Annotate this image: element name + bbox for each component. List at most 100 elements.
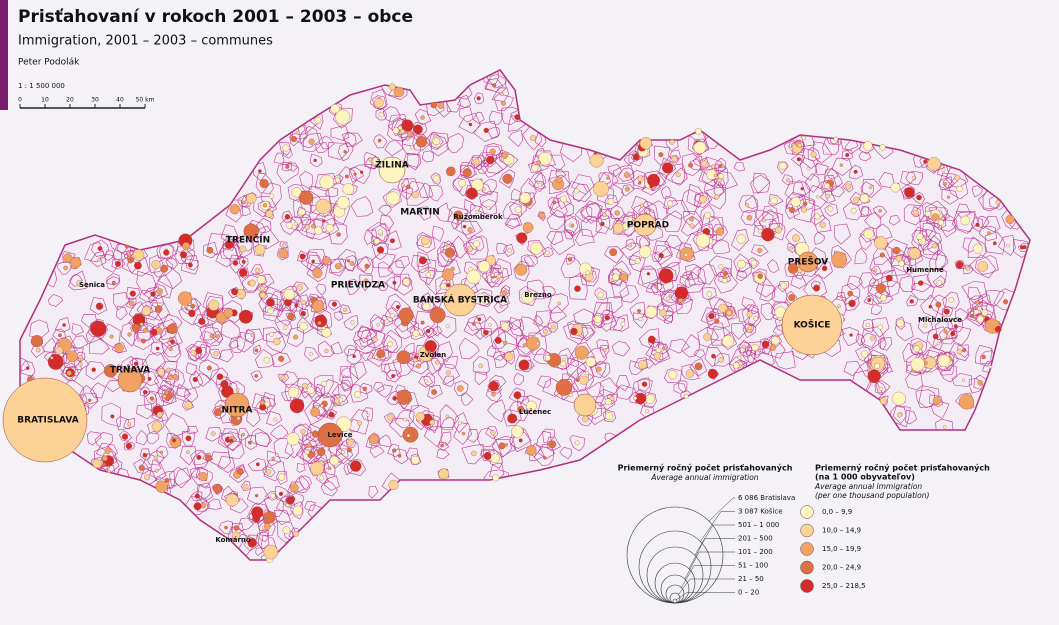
commune-symbol [263,511,276,524]
commune-symbol [322,219,326,223]
commune-symbol [923,159,928,164]
commune-boundary [680,215,704,237]
commune-symbol [501,322,510,331]
commune-boundary [568,275,588,300]
commune-symbol [133,361,139,366]
commune-boundary [209,348,222,360]
commune-symbol [981,309,989,317]
size-label: 501 – 1 000 [738,521,779,529]
commune-boundary [86,431,102,446]
commune-boundary [929,250,947,270]
commune-symbol [519,192,531,204]
commune-symbol [406,433,411,438]
commune-symbol [718,303,728,313]
commune-symbol [109,334,114,339]
commune-boundary [296,463,306,473]
commune-symbol [335,262,342,270]
size-label: 101 – 200 [738,548,773,556]
commune-boundary [143,286,160,302]
commune-symbol [389,238,395,244]
commune-boundary [315,283,327,296]
commune-symbol [110,414,115,419]
commune-symbol [388,83,396,91]
commune-symbol [194,493,200,499]
commune-symbol [607,198,615,205]
commune-symbol [722,270,728,276]
commune-boundary [215,245,240,268]
commune-symbol [867,369,881,383]
commune-symbol [200,502,207,509]
commune-boundary [563,323,584,345]
commune-boundary [149,459,167,481]
commune-boundary [932,338,943,351]
commune-boundary [619,285,640,303]
commune-symbol [376,349,386,359]
commune-boundary [363,151,377,169]
commune-symbol [653,352,661,360]
commune-symbol [700,160,708,168]
commune-boundary [371,344,390,361]
commune-boundary [346,279,361,295]
commune-boundary [653,240,673,258]
commune-boundary [596,339,610,351]
commune-symbol [290,136,297,143]
commune-symbol [531,164,539,172]
commune-symbol [316,447,326,457]
commune-symbol [647,173,660,187]
commune-boundary [155,365,166,378]
commune-boundary [360,351,374,361]
commune-boundary [329,258,346,274]
commune-symbol [845,183,852,190]
commune-symbol [646,272,651,276]
commune-boundary [509,400,530,422]
commune-boundary [760,302,776,321]
commune-symbol [400,183,405,188]
commune-boundary [370,444,385,458]
commune-symbol [879,144,886,151]
commune-symbol [1022,245,1027,250]
commune-symbol [965,266,970,271]
commune-symbol [503,341,508,346]
commune-symbol [63,253,73,263]
commune-symbol [349,261,355,266]
leader-line [684,551,735,580]
commune-boundary [659,290,679,307]
commune-boundary [869,254,895,274]
commune-symbol [198,317,206,325]
commune-symbol [306,442,312,448]
commune-symbol [350,320,355,325]
commune-symbol [574,285,581,292]
commune-boundary [879,337,893,351]
commune-boundary [606,393,618,405]
commune-symbol [970,313,975,319]
commune-boundary [777,281,790,293]
commune-symbol [647,335,656,344]
commune-symbol [315,198,331,215]
commune-symbol [66,350,78,362]
scale: 1 : 1 500 000 [18,82,65,90]
commune-symbol [483,329,489,336]
commune-boundary [20,357,30,372]
commune-boundary [417,232,433,248]
commune-symbol [638,317,643,322]
commune-boundary [467,428,480,443]
commune-boundary [609,204,626,219]
commune-symbol [121,433,129,440]
commune-boundary [440,431,452,446]
commune-boundary [616,384,634,400]
commune-symbol [695,127,702,135]
commune-symbol [457,385,464,392]
commune-boundary [502,201,522,220]
commune-symbol [66,370,72,376]
commune-boundary [446,132,465,154]
commune-symbol [606,176,610,180]
commune-symbol [538,212,546,219]
commune-symbol [76,279,82,286]
commune-symbol [924,210,931,217]
commune-symbol [513,391,522,400]
commune-boundary [708,255,733,277]
commune-symbol [706,291,713,297]
commune-symbol [741,344,746,349]
commune-boundary [618,214,638,238]
commune-boundary [940,365,958,383]
